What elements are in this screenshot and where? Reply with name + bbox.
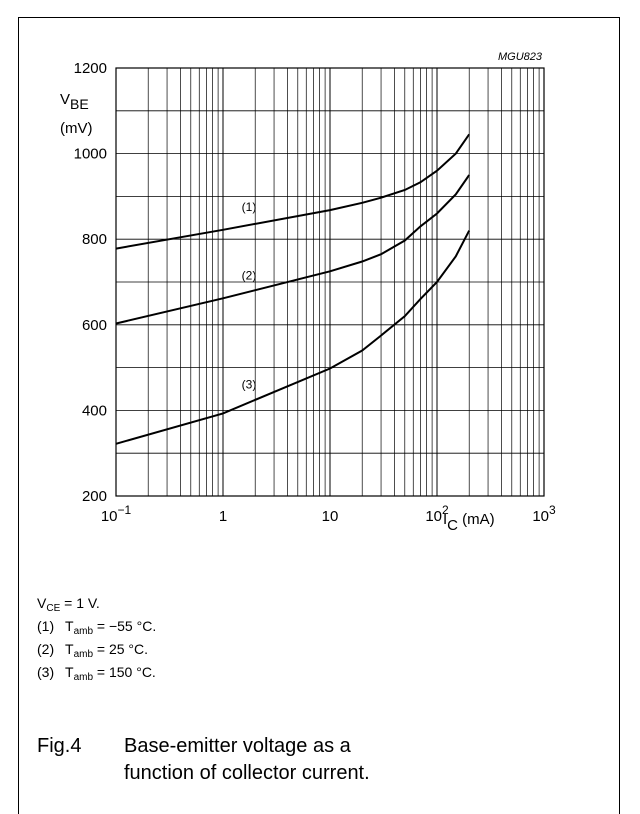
y-axis-label: VBE	[60, 91, 89, 112]
y-tick-label: 400	[82, 402, 107, 419]
series-label: (1)	[242, 200, 257, 214]
series-label: (2)	[242, 269, 257, 283]
y-tick-label: 600	[82, 317, 107, 334]
series-label: (3)	[242, 377, 257, 391]
series-line	[115, 133, 471, 250]
note-item: (2) Tamb = 25 °C.	[37, 641, 149, 660]
figure-frame	[18, 17, 620, 814]
y-tick-label: 1200	[74, 60, 107, 77]
series-line	[115, 230, 471, 445]
chart-code: MGU823	[498, 51, 543, 63]
note-item: (3) Tamb = 150 °C.	[37, 664, 156, 683]
grid	[116, 68, 544, 496]
x-tick-label: 102	[425, 503, 449, 525]
caption-text: Base-emitter voltage as a function of co…	[124, 735, 370, 784]
chart: 200 400 600 800 1000 1200 10−1 1 10 102 103 (1) (2) (…	[60, 51, 556, 534]
x-axis-label: IC (mA)	[443, 511, 495, 534]
y-tick-label: 1000	[74, 146, 107, 163]
x-tick-label: 10−1	[101, 503, 132, 525]
x-tick-label: 1	[219, 508, 227, 525]
y-tick-label: 200	[82, 488, 107, 505]
note-item: (1) Tamb = −55 °C.	[37, 618, 157, 637]
x-tick-label: 103	[532, 503, 556, 525]
x-tick-label: 10	[322, 508, 339, 525]
figure-caption: Fig.4 Base-emitter voltage as a function …	[37, 733, 414, 787]
plot-border	[115, 67, 545, 497]
series-line	[115, 174, 471, 325]
y-tick-label: 800	[82, 231, 107, 248]
labels-group: 200 400 600 800 1000 1200 10−1 1 10 102 103 (1) (2) (…	[74, 60, 556, 525]
figure-number: Fig.4	[37, 735, 82, 757]
y-axis-unit: (mV)	[60, 120, 93, 137]
series-group	[115, 133, 471, 445]
note-condition: VCE = 1 V.	[37, 595, 100, 614]
notes: VCE = 1 V. (1) Tamb = −55 °C. (2) Tamb = 2…	[37, 592, 156, 684]
